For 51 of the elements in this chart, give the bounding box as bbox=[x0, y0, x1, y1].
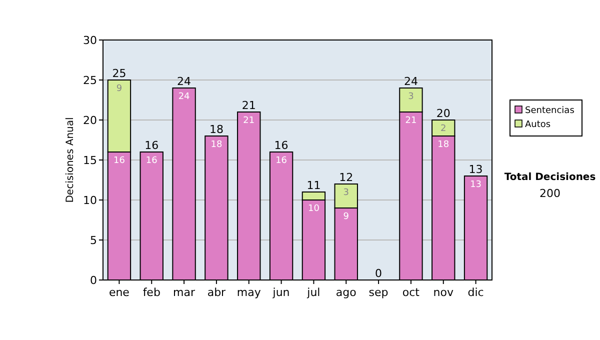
total-label: 20 bbox=[436, 107, 450, 120]
data-label: 13 bbox=[470, 180, 482, 190]
y-tick-label: 20 bbox=[83, 114, 97, 127]
y-tick-label: 25 bbox=[83, 74, 97, 87]
data-label: 21 bbox=[243, 116, 255, 126]
data-label: 3 bbox=[343, 188, 349, 198]
y-tick-label: 15 bbox=[83, 154, 97, 167]
total-label: 21 bbox=[242, 99, 256, 112]
data-label: 18 bbox=[438, 140, 450, 150]
total-label: 16 bbox=[144, 139, 159, 152]
total-label: 12 bbox=[339, 171, 354, 184]
x-tick-label: oct bbox=[402, 286, 420, 299]
total-label: 24 bbox=[404, 75, 418, 88]
y-tick-label: 5 bbox=[90, 234, 97, 247]
x-tick-label: mar bbox=[173, 286, 196, 299]
total-label: 13 bbox=[468, 163, 483, 176]
y-axis-title: Decisiones Anual bbox=[65, 117, 76, 203]
data-label: 2 bbox=[440, 124, 446, 134]
total-label: 25 bbox=[112, 67, 126, 80]
total-label: 0 bbox=[375, 267, 382, 280]
data-label: 24 bbox=[178, 92, 190, 102]
data-label: 16 bbox=[113, 156, 126, 166]
x-tick-label: jul bbox=[306, 286, 320, 299]
total-label: 11 bbox=[306, 179, 321, 192]
x-tick-label: dic bbox=[468, 286, 484, 299]
x-tick-label: may bbox=[236, 286, 262, 299]
x-tick-label: jun bbox=[272, 286, 290, 299]
x-tick-label: nov bbox=[433, 286, 454, 299]
legend-label: Autos bbox=[525, 120, 551, 130]
text: 200 bbox=[540, 187, 560, 200]
x-tick-label: ago bbox=[336, 286, 357, 299]
data-label: 10 bbox=[308, 204, 320, 214]
legend-label: Sentencias bbox=[525, 106, 575, 116]
x-tick-label: ene bbox=[108, 286, 130, 299]
data-label: 16 bbox=[276, 156, 288, 166]
total-label: 24 bbox=[177, 75, 192, 88]
text: Total Decisiones bbox=[504, 172, 596, 183]
data-label: 16 bbox=[146, 156, 158, 166]
y-tick-label: 30 bbox=[83, 34, 97, 47]
y-tick-label: 10 bbox=[83, 194, 97, 207]
x-tick-label: abr bbox=[207, 286, 226, 299]
x-tick-label: feb bbox=[142, 286, 160, 299]
data-label: 18 bbox=[210, 140, 222, 150]
data-label: 9 bbox=[343, 212, 350, 222]
total-label: 16 bbox=[274, 139, 288, 152]
total-label: 18 bbox=[209, 123, 224, 136]
data-label: 21 bbox=[405, 116, 417, 126]
data-label: 9 bbox=[116, 84, 122, 94]
y-tick-label: 0 bbox=[90, 274, 97, 287]
data-label: 3 bbox=[408, 92, 414, 102]
x-tick-label: sep bbox=[368, 286, 388, 299]
